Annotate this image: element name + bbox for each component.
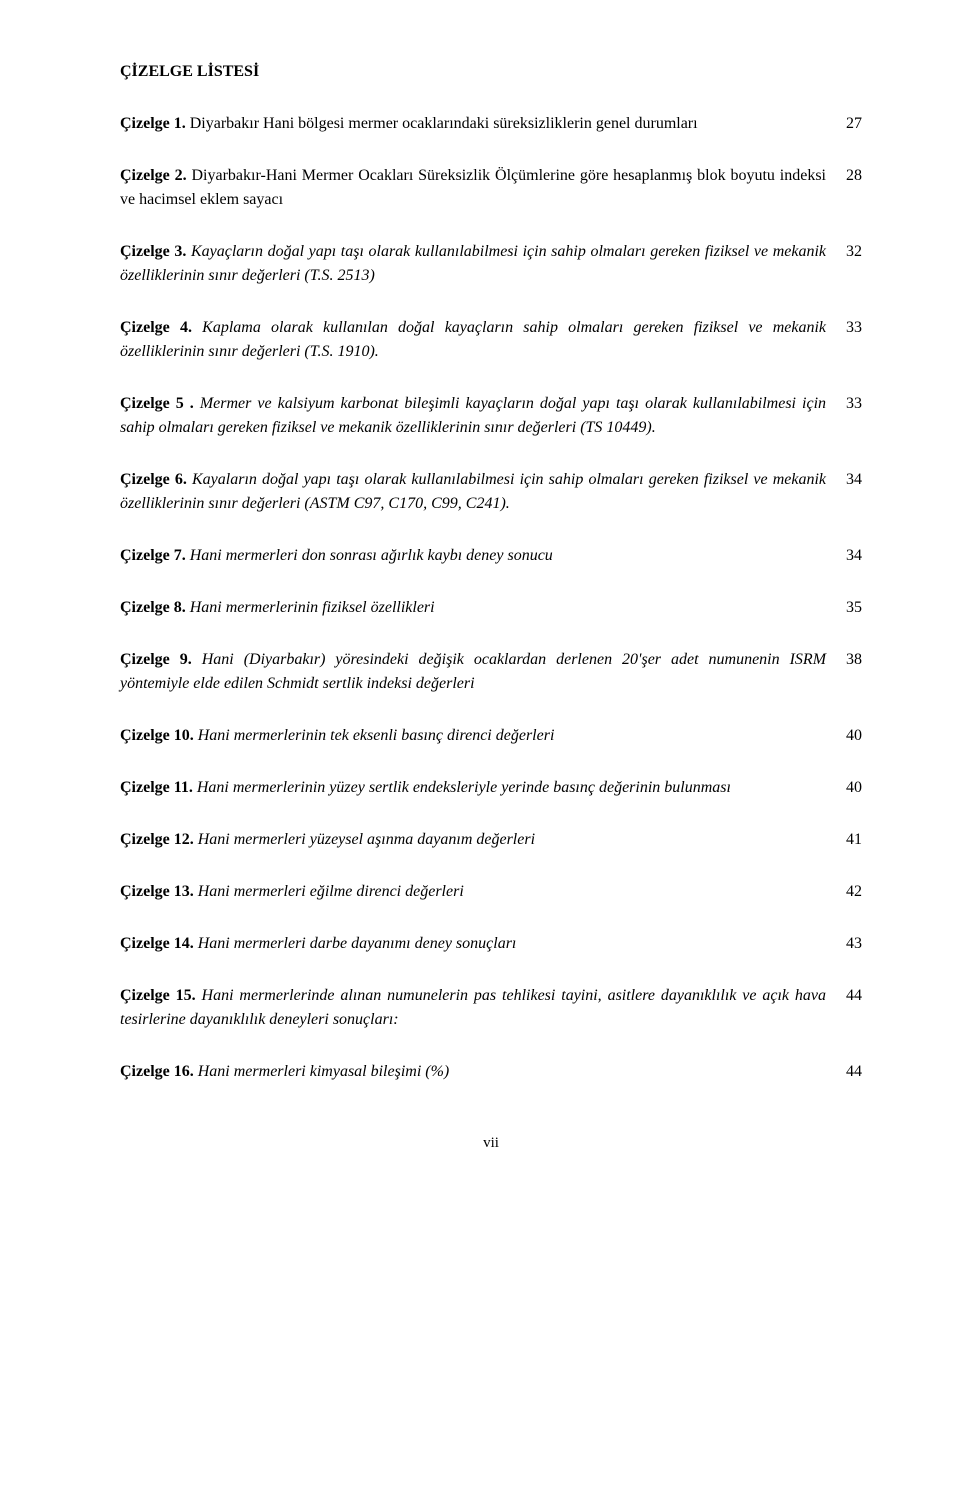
toc-entry: Çizelge 6. Kayaların doğal yapı taşı ola… xyxy=(120,468,862,516)
toc-entry-label: Çizelge 7. xyxy=(120,547,186,564)
toc-entry: Çizelge 5 . Mermer ve kalsiyum karbonat … xyxy=(120,392,862,440)
toc-entry: Çizelge 10. Hani mermerlerinin tek eksen… xyxy=(120,724,862,748)
toc-entry-text-italic: Hani mermerlerinin tek eksenli basınç di… xyxy=(198,727,555,744)
toc-entry-page: 44 xyxy=(846,984,862,1008)
toc-entry-text-plain xyxy=(192,319,202,336)
toc-entry-page: 40 xyxy=(846,776,862,800)
toc-entry-label: Çizelge 1. xyxy=(120,115,186,132)
toc-entry: Çizelge 9. Hani (Diyarbakır) yöresindeki… xyxy=(120,648,862,696)
toc-entry-page: 41 xyxy=(846,828,862,852)
toc-entry-page: 28 xyxy=(846,164,862,188)
toc-entry-label: Çizelge 6. xyxy=(120,471,187,488)
toc-entry-page: 34 xyxy=(846,468,862,492)
toc-entry: Çizelge 12. Hani mermerleri yüzeysel aşı… xyxy=(120,828,862,852)
toc-entry-text: Çizelge 4. Kaplama olarak kullanılan doğ… xyxy=(120,316,846,364)
toc-entry: Çizelge 11. Hani mermerlerinin yüzey ser… xyxy=(120,776,862,800)
toc-entry-text: Çizelge 3. Kayaçların doğal yapı taşı ol… xyxy=(120,240,846,288)
footer-page-number: vii xyxy=(120,1132,862,1155)
toc-entry: Çizelge 2. Diyarbakır-Hani Mermer Ocakla… xyxy=(120,164,862,212)
toc-entry-label: Çizelge 4. xyxy=(120,319,192,336)
toc-entry-text: Çizelge 14. Hani mermerleri darbe dayanı… xyxy=(120,932,846,956)
toc-entry: Çizelge 15. Hani mermerlerinde alınan nu… xyxy=(120,984,862,1032)
toc-entry-text-plain: Diyarbakır-Hani Mermer Ocakları Süreksiz… xyxy=(120,167,826,208)
toc-entry-label: Çizelge 9. xyxy=(120,651,192,668)
toc-entry-text-italic: Hani mermerlerinin fiziksel özellikleri xyxy=(190,599,435,616)
toc-entry-label: Çizelge 8. xyxy=(120,599,186,616)
toc-entry: Çizelge 14. Hani mermerleri darbe dayanı… xyxy=(120,932,862,956)
toc-entry-label: Çizelge 12. xyxy=(120,831,194,848)
toc-entry: Çizelge 16. Hani mermerleri kimyasal bil… xyxy=(120,1060,862,1084)
toc-entry-label: Çizelge 5 . xyxy=(120,395,194,412)
toc-entry: Çizelge 3. Kayaçların doğal yapı taşı ol… xyxy=(120,240,862,288)
toc-entry-page: 38 xyxy=(846,648,862,672)
toc-entry-text-plain xyxy=(192,651,202,668)
toc-entry-page: 43 xyxy=(846,932,862,956)
toc-entry: Çizelge 13. Hani mermerleri eğilme diren… xyxy=(120,880,862,904)
toc-entry-text: Çizelge 7. Hani mermerleri don sonrası a… xyxy=(120,544,846,568)
toc-entry-text: Çizelge 8. Hani mermerlerinin fiziksel ö… xyxy=(120,596,846,620)
toc-entry-text: Çizelge 13. Hani mermerleri eğilme diren… xyxy=(120,880,846,904)
toc-entry: Çizelge 4. Kaplama olarak kullanılan doğ… xyxy=(120,316,862,364)
toc-entry-text-italic: Hani (Diyarbakır) yöresindeki değişik oc… xyxy=(120,651,826,692)
toc-entry-text: Çizelge 16. Hani mermerleri kimyasal bil… xyxy=(120,1060,846,1084)
toc-entry-page: 32 xyxy=(846,240,862,264)
toc-entry-label: Çizelge 16. xyxy=(120,1063,194,1080)
toc-entry-text-plain: Diyarbakır Hani bölgesi mermer ocakların… xyxy=(186,115,698,132)
toc-entry-page: 33 xyxy=(846,392,862,416)
entries-list: Çizelge 1. Diyarbakır Hani bölgesi merme… xyxy=(120,112,862,1084)
toc-entry-text-italic: Hani mermerleri don sonrası ağırlık kayb… xyxy=(190,547,553,564)
toc-entry-text-italic: Kayaçların doğal yapı taşı olarak kullan… xyxy=(120,243,826,284)
toc-entry-label: Çizelge 14. xyxy=(120,935,194,952)
toc-entry: Çizelge 7. Hani mermerleri don sonrası a… xyxy=(120,544,862,568)
toc-entry-label: Çizelge 2. xyxy=(120,167,187,184)
toc-entry-page: 27 xyxy=(846,112,862,136)
toc-entry-text-italic: Hani mermerleri eğilme direnci değerleri xyxy=(198,883,464,900)
toc-entry-text: Çizelge 10. Hani mermerlerinin tek eksen… xyxy=(120,724,846,748)
toc-entry-label: Çizelge 3. xyxy=(120,243,186,260)
list-title: ÇİZELGE LİSTESİ xyxy=(120,60,862,84)
toc-entry-page: 42 xyxy=(846,880,862,904)
toc-entry-text: Çizelge 2. Diyarbakır-Hani Mermer Ocakla… xyxy=(120,164,846,212)
toc-entry: Çizelge 1. Diyarbakır Hani bölgesi merme… xyxy=(120,112,862,136)
toc-entry-page: 34 xyxy=(846,544,862,568)
toc-entry-page: 33 xyxy=(846,316,862,340)
toc-entry-page: 40 xyxy=(846,724,862,748)
toc-entry-text-italic: Kayaların doğal yapı taşı olarak kullanı… xyxy=(120,471,826,512)
toc-entry-page: 35 xyxy=(846,596,862,620)
toc-entry-label: Çizelge 13. xyxy=(120,883,194,900)
toc-entry-text-italic: Kaplama olarak kullanılan doğal kayaçlar… xyxy=(120,319,826,360)
toc-entry-text-italic: Hani mermerlerinin yüzey sertlik endeksl… xyxy=(197,779,731,796)
toc-entry-text: Çizelge 6. Kayaların doğal yapı taşı ola… xyxy=(120,468,846,516)
toc-entry: Çizelge 8. Hani mermerlerinin fiziksel ö… xyxy=(120,596,862,620)
toc-entry-text: Çizelge 9. Hani (Diyarbakır) yöresindeki… xyxy=(120,648,846,696)
toc-entry-text-italic: Mermer ve kalsiyum karbonat bileşimli ka… xyxy=(120,395,826,436)
toc-entry-label: Çizelge 11. xyxy=(120,779,193,796)
toc-entry-text-italic: Hani mermerleri kimyasal bileşimi (%) xyxy=(198,1063,450,1080)
toc-entry-text: Çizelge 11. Hani mermerlerinin yüzey ser… xyxy=(120,776,846,800)
toc-entry-page: 44 xyxy=(846,1060,862,1084)
toc-entry-text-italic: Hani mermerleri yüzeysel aşınma dayanım … xyxy=(198,831,535,848)
toc-entry-text: Çizelge 1. Diyarbakır Hani bölgesi merme… xyxy=(120,112,846,136)
toc-entry-text-italic: Hani mermerlerinde alınan numunelerin pa… xyxy=(120,987,826,1028)
toc-entry-text-italic: Hani mermerleri darbe dayanımı deney son… xyxy=(198,935,517,952)
toc-entry-label: Çizelge 10. xyxy=(120,727,194,744)
toc-entry-text: Çizelge 15. Hani mermerlerinde alınan nu… xyxy=(120,984,846,1032)
toc-entry-text: Çizelge 5 . Mermer ve kalsiyum karbonat … xyxy=(120,392,846,440)
toc-entry-label: Çizelge 15. xyxy=(120,987,196,1004)
toc-entry-text: Çizelge 12. Hani mermerleri yüzeysel aşı… xyxy=(120,828,846,852)
